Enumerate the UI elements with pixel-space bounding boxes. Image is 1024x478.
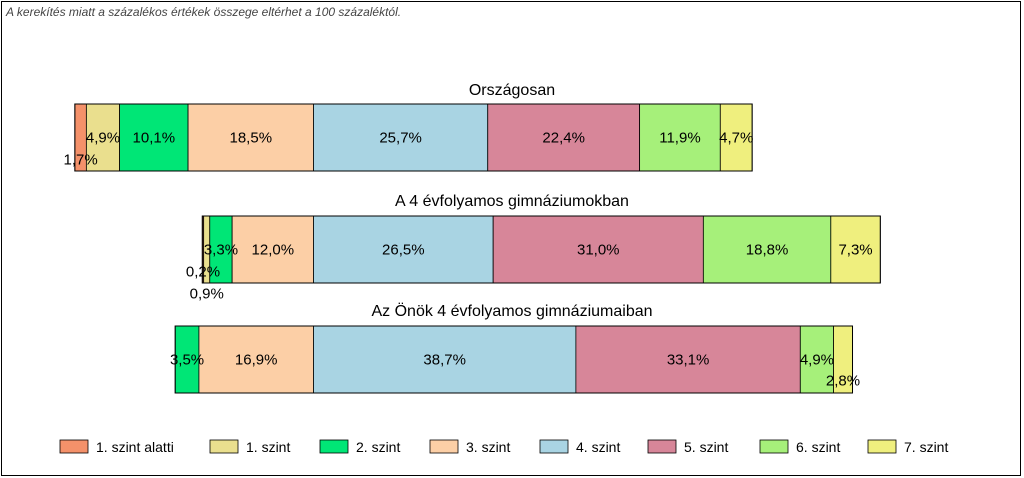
segment-label: 31,0% — [577, 242, 620, 259]
bar-title: Az Önök 4 évfolyamos gimnáziumaiban — [371, 302, 652, 320]
legend-label: 7. szint — [904, 439, 948, 455]
bar-segment — [198, 325, 314, 394]
legend-swatch — [867, 439, 897, 454]
legend-label: 6. szint — [796, 439, 840, 455]
segment-label: 26,5% — [382, 242, 425, 259]
segment-label: 0,9% — [190, 286, 224, 303]
segment-label: 0,2% — [186, 264, 220, 281]
legend-label: 1. szint alatti — [96, 439, 174, 455]
segment-label: 12,0% — [252, 242, 295, 259]
legend-swatch — [539, 439, 569, 454]
bar-segment — [799, 325, 834, 394]
rounding-note: A kerekítés miatt a százalékos értékek ö… — [6, 5, 402, 19]
bar-title: Országosan — [469, 82, 555, 99]
segment-label: 2,8% — [826, 373, 860, 390]
legend-swatch — [647, 439, 677, 454]
bar-segment — [575, 325, 801, 394]
bar-segment — [492, 215, 704, 284]
segment-label: 7,3% — [838, 242, 872, 259]
bar-segment — [830, 215, 881, 284]
bar-outline — [74, 103, 753, 172]
segment-label: 22,4% — [542, 130, 585, 147]
bar-segment — [231, 215, 314, 284]
segment-label: 25,7% — [379, 130, 422, 147]
bar-segment — [313, 325, 577, 394]
segment-label: 3,3% — [204, 242, 238, 259]
legend-swatch — [759, 439, 789, 454]
segment-label: 4,7% — [719, 130, 753, 147]
legend-label: 2. szint — [356, 439, 400, 455]
legend-label: 3. szint — [466, 439, 510, 455]
segment-label: 3,5% — [170, 352, 204, 369]
segment-label: 11,9% — [659, 130, 700, 147]
legend-swatch — [429, 439, 459, 454]
bar-outline — [174, 325, 854, 394]
legend-swatch — [319, 439, 349, 454]
bar-segment — [313, 215, 494, 284]
segment-label: 16,9% — [235, 352, 278, 369]
legend-label: 4. szint — [576, 439, 620, 455]
segment-label: 33,1% — [667, 352, 710, 369]
segment-label: 10,1% — [133, 130, 176, 147]
bar-outline — [201, 215, 881, 284]
segment-label: 4,9% — [86, 130, 120, 147]
bar-title: A 4 évfolyamos gimnáziumokban — [395, 193, 629, 210]
segment-label: 1,7% — [64, 152, 98, 169]
legend-label: 1. szint — [246, 439, 290, 455]
legend-swatch — [59, 439, 89, 454]
bar-segment — [119, 103, 189, 172]
bar-segment — [702, 215, 832, 284]
segment-label: 18,5% — [230, 130, 273, 147]
segment-label: 18,8% — [746, 242, 789, 259]
legend-swatch — [209, 439, 239, 454]
bar-segment — [187, 103, 314, 172]
segment-label: 38,7% — [423, 352, 466, 369]
legend-label: 5. szint — [684, 439, 728, 455]
segment-label: 4,9% — [800, 352, 834, 369]
